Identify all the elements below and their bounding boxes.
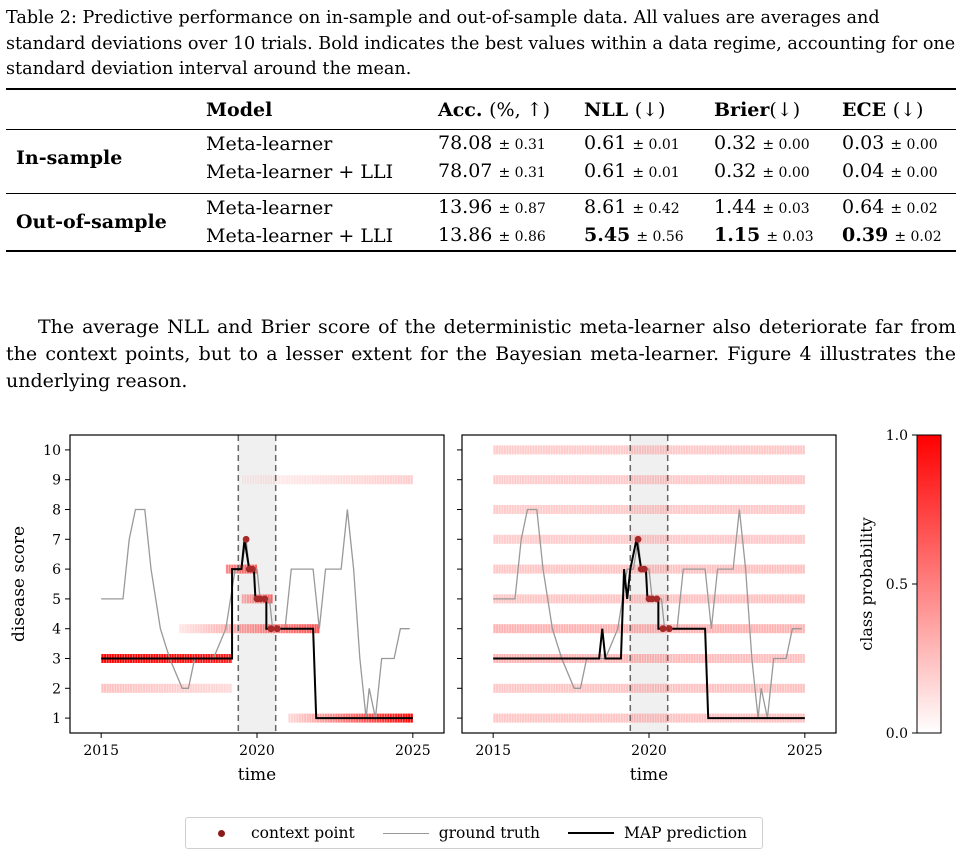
ece-cell: 0.03 ± 0.00 xyxy=(842,132,938,154)
context-point xyxy=(640,565,648,573)
header-model: Model xyxy=(206,88,438,130)
context-point xyxy=(248,565,256,573)
colorbar: 1.0 0.5 0.0 class probability xyxy=(857,428,942,742)
table-row: Meta-learner + LLI 13.86 ± 0.86 5.45 ± 0… xyxy=(6,221,956,252)
y-tick-label: 9 xyxy=(52,473,61,489)
probability-band xyxy=(101,683,233,693)
brier-cell: 1.44 ± 0.03 xyxy=(714,192,842,222)
brier-cell: 1.15 ± 0.03 xyxy=(714,221,842,252)
y-tick-label: 2 xyxy=(52,681,61,697)
legend-truth: ground truth xyxy=(382,824,541,842)
table-header-row: Model Acc. (%, ↑) NLL (↓) Brier(↓) ECE (… xyxy=(6,88,956,130)
context-point-marker xyxy=(218,829,225,837)
y-tick-label: 8 xyxy=(52,503,61,519)
caption-label: Table 2: xyxy=(6,8,77,28)
y-axis-label: disease score xyxy=(9,526,29,642)
x-tick-label: 2015 xyxy=(475,743,511,759)
y-tick-label: 6 xyxy=(52,562,61,578)
legend-truth-label: ground truth xyxy=(438,824,541,842)
context-point xyxy=(273,625,281,633)
paragraph-text: The average NLL and Brier score of the d… xyxy=(6,316,956,392)
x-axis-label: time xyxy=(238,765,276,785)
context-point xyxy=(634,535,642,543)
context-point xyxy=(261,595,269,603)
legend-map-label: MAP prediction xyxy=(624,824,748,842)
figure-4: 2015 2020 2025 time 1 2 3 4 5 6 7 8 9 10 disease score… xyxy=(9,428,942,785)
x-tick-label: 2015 xyxy=(83,743,119,759)
results-table: Model Acc. (%, ↑) NLL (↓) Brier(↓) ECE (… xyxy=(6,88,956,252)
table-row: Out-of-sample Meta-learner 13.96 ± 0.87 … xyxy=(6,192,956,252)
context-point xyxy=(267,625,275,633)
y-tick-label: 7 xyxy=(52,532,61,548)
header-acc: Acc. (%, ↑) xyxy=(438,88,584,130)
context-point xyxy=(659,625,667,633)
x-tick-label: 2025 xyxy=(395,743,431,759)
y-tick-label: 4 xyxy=(52,622,61,638)
cb-tick-05: 0.5 xyxy=(886,577,908,593)
context-window xyxy=(238,435,276,733)
x-tick-label: 2020 xyxy=(239,743,275,759)
context-point xyxy=(242,535,250,543)
y-tick-label: 10 xyxy=(43,443,61,459)
caption-text: Predictive performance on in-sample and … xyxy=(6,8,956,79)
cb-tick-1: 1.0 xyxy=(886,428,908,444)
acc-cell: 13.86 ± 0.86 xyxy=(438,221,584,252)
colorbar-fill xyxy=(916,434,942,734)
table-row: In-sample Meta-learner 78.08 ± 0.31 0.61… xyxy=(6,130,956,169)
body-paragraph: The average NLL and Brier score of the d… xyxy=(6,314,956,395)
acc-cell: 13.96 ± 0.87 xyxy=(438,192,584,222)
header-nll: NLL (↓) xyxy=(584,88,714,130)
nll-cell: 0.61 ± 0.01 xyxy=(584,132,680,154)
context-window xyxy=(630,435,668,733)
y-tick-label: 5 xyxy=(52,592,61,608)
x-tick-label: 2025 xyxy=(787,743,823,759)
model-cell: Meta-learner xyxy=(206,133,333,155)
model-cell: Meta-learner xyxy=(206,192,438,222)
acc-cell: 78.07 ± 0.31 xyxy=(438,160,546,182)
colorbar-label: class probability xyxy=(857,517,876,651)
ece-cell: 0.64 ± 0.02 xyxy=(842,192,956,222)
header-brier: Brier(↓) xyxy=(714,88,842,130)
figure-legend: context point ground truth MAP predictio… xyxy=(185,817,763,849)
model-cell: Meta-learner + LLI xyxy=(206,221,438,252)
brier-cell: 0.32 ± 0.00 xyxy=(714,132,810,154)
ece-cell: 0.39 ± 0.02 xyxy=(842,221,956,252)
legend-context-label: context point xyxy=(251,824,355,842)
brier-cell: 0.32 ± 0.00 xyxy=(714,160,810,182)
context-point xyxy=(648,595,656,603)
panel-2: 2015 2020 2025 time xyxy=(457,434,837,785)
cb-tick-0: 0.0 xyxy=(886,726,908,742)
context-point xyxy=(653,595,661,603)
group-label: Out-of-sample xyxy=(6,192,206,252)
context-point xyxy=(256,595,264,603)
ground-truth-swatch xyxy=(382,832,429,834)
nll-cell: 0.61 ± 0.01 xyxy=(584,160,680,182)
table-caption: Table 2: Predictive performance on in-sa… xyxy=(6,6,956,83)
header-ece: ECE (↓) xyxy=(842,88,956,130)
panel-1: 2015 2020 2025 time 1 2 3 4 5 6 7 8 9 10 disease score xyxy=(9,434,445,785)
nll-cell: 8.61 ± 0.42 xyxy=(584,192,714,222)
ece-cell: 0.04 ± 0.00 xyxy=(842,160,938,182)
nll-cell: 5.45 ± 0.56 xyxy=(584,221,714,252)
model-cell: Meta-learner + LLI xyxy=(206,161,394,183)
x-axis-label: time xyxy=(630,765,668,785)
table-row: Meta-learner + LLI 78.07 ± 0.31 0.61 ± 0… xyxy=(6,158,956,186)
y-tick-label: 3 xyxy=(52,652,61,668)
y-tick-label: 1 xyxy=(52,711,61,727)
map-swatch xyxy=(568,832,615,834)
x-tick-label: 2020 xyxy=(631,743,667,759)
legend-context: context point xyxy=(204,824,355,842)
context-point xyxy=(665,625,673,633)
acc-cell: 78.08 ± 0.31 xyxy=(438,132,546,154)
legend-map: MAP prediction xyxy=(568,824,747,842)
group-label: In-sample xyxy=(16,147,123,169)
